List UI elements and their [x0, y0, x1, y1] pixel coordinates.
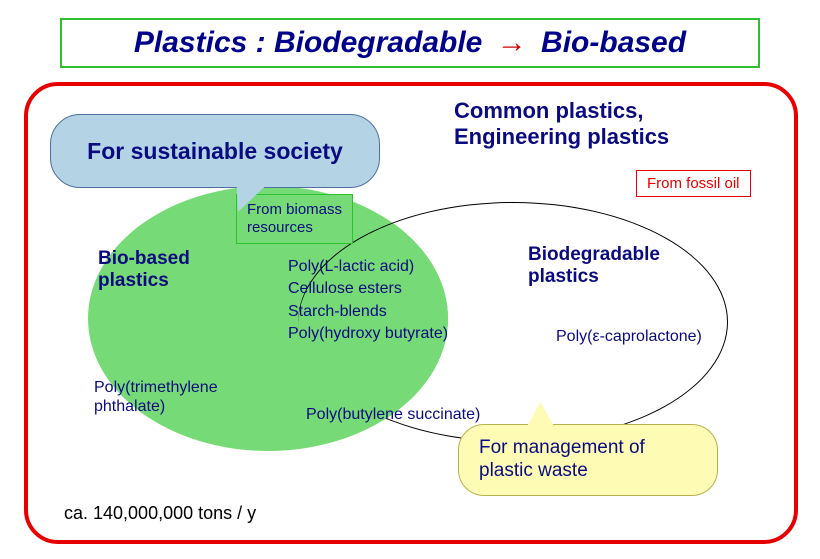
overlap-list: Poly(L-lactic acid) Cellulose esters Sta… [288, 256, 448, 346]
title-text: Plastics : Biodegradable → Bio-based [134, 26, 686, 59]
waste-callout: For management of plastic waste [458, 424, 718, 496]
biobased-label: Bio-based plastics [98, 248, 190, 292]
diagram-frame: Common plastics, Engineering plastics Fr… [24, 82, 798, 544]
poly-trimethylene-label: Poly(trimethylene phthalate) [94, 378, 218, 416]
title-box: Plastics : Biodegradable → Bio-based [60, 18, 760, 68]
title-part1: Plastics : Biodegradable [134, 26, 482, 59]
poly-trimeth-line1: Poly(trimethylene [94, 379, 218, 396]
biobased-line2: plastics [98, 270, 169, 291]
waste-line1: For management of [479, 437, 645, 458]
common-plastics-line1: Common plastics, [454, 98, 643, 123]
biodeg-line2: plastics [528, 266, 599, 287]
footnote: ca. 140,000,000 tons / y [64, 503, 256, 524]
poly-caprolactone-label: Poly(ε-caprolactone) [556, 328, 702, 346]
overlap-item-0: Poly(L-lactic acid) [288, 256, 448, 278]
sustainable-callout: For sustainable society [50, 114, 380, 188]
biodegradable-label: Biodegradable plastics [528, 244, 660, 288]
overlap-item-1: Cellulose esters [288, 278, 448, 300]
biomass-line2: resources [247, 219, 313, 236]
common-plastics-label: Common plastics, Engineering plastics [454, 98, 669, 151]
venn-diagram: For sustainable society From biomass res… [88, 184, 728, 464]
common-plastics-line2: Engineering plastics [454, 124, 669, 149]
title-part2: Bio-based [541, 26, 686, 59]
biodeg-line1: Biodegradable [528, 244, 660, 265]
waste-callout-tail [514, 402, 559, 436]
sustainable-callout-body: For sustainable society [50, 114, 380, 188]
waste-callout-body: For management of plastic waste [458, 424, 718, 496]
overlap-item-3: Poly(hydroxy butyrate) [288, 323, 448, 345]
waste-line2: plastic waste [479, 460, 588, 481]
biobased-line1: Bio-based [98, 248, 190, 269]
sustainable-text: For sustainable society [87, 138, 343, 165]
overlap-item-2: Starch-blends [288, 301, 448, 323]
poly-butylene-label: Poly(butylene succinate) [306, 406, 480, 424]
poly-trimeth-line2: phthalate) [94, 398, 165, 415]
arrow-icon: → [497, 26, 527, 59]
